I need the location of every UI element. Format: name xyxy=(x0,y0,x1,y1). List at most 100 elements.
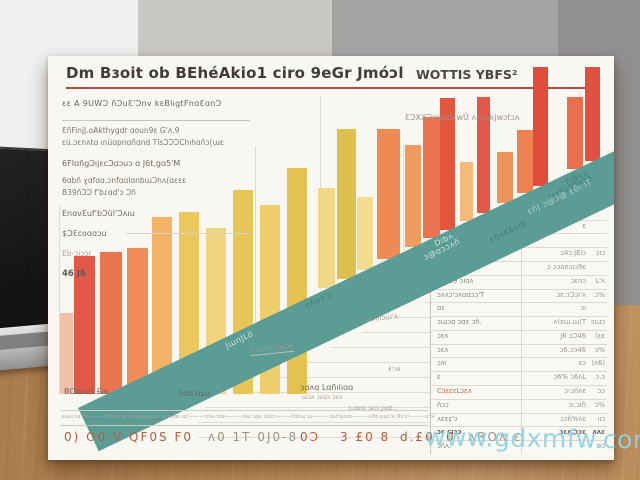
gridline-horizontal xyxy=(198,362,430,363)
left-text-line: ɛü.ɔɛnʌtɑ ınüɑpnɑñɑnd TIsƆƆƆChıhɑñɔ(ɯɛ xyxy=(62,138,224,147)
table-cell-l: ɔñʌ. xyxy=(437,442,452,451)
footer-rule-bottom xyxy=(60,425,428,426)
footer-glyph-group: ʌ0 1T 0J0-8 xyxy=(208,430,299,444)
footnote-fineprint: ɛɯʌ'ɯɔ'ɔ———ſſɑ.ɯ.ɔɛ ˌſɑɛɯʌɯɔɑ ɯɔ'ɔɑɛ ɯ'—… xyxy=(62,414,434,420)
axis-label: ɔɑʌɑ Lɑñılıɑɑ xyxy=(300,383,354,392)
table-cell-v2: (ɛɛ xyxy=(595,331,605,340)
bar xyxy=(567,97,583,169)
table-cell-l: ɔ9ɑɔ9 ɔıɑʌ xyxy=(437,276,474,285)
bar xyxy=(585,67,600,161)
footer-glyph-group: 0 xyxy=(446,430,456,444)
table-cell-v1: ɛ xyxy=(582,221,586,230)
table-cell-v1: ɔ6% ɔ6ʌL xyxy=(553,373,586,382)
left-text-line: Eb-ɔıɔɔr xyxy=(62,249,92,258)
table-row: ɛ ɔ6% ɔ6ʌL ɔ.ɔ xyxy=(431,371,607,387)
table-cell-l: ɑɛ xyxy=(437,304,445,313)
table-row: ɔ4ɔ.jEıɔ ɔıɔ xyxy=(431,247,607,262)
table-cell-v2: ɔ% xyxy=(594,345,605,354)
left-text-line: B39ñƆƆ f'bɾɑd'ɔ Ɔñ xyxy=(62,188,136,197)
table-cell-l: ɔʌʌɔ'ɔʌɑɑɔɔ'T xyxy=(437,290,485,299)
bar xyxy=(440,98,455,230)
table-cell-v2: L'ʌ xyxy=(595,276,605,285)
table-cell-v1: ɔı.ɔıñ xyxy=(568,400,586,409)
axis-label: ñɑɑ'ɑɛu xyxy=(178,389,210,398)
table-cell-v2: ɔ% xyxy=(594,400,605,409)
bar xyxy=(100,252,122,394)
footer-rule-top xyxy=(60,410,428,411)
table-row: ɔɛʌ J6 ɔƆ46 (ɛɛ xyxy=(431,330,607,345)
table-cell-l: ɔɛ cıɔɔ xyxy=(437,428,462,437)
table-cell-l: ɔɯɔɑ ɔɑɛ ɔñ. xyxy=(437,318,482,327)
gridline-vertical xyxy=(255,146,256,336)
table-row: ɔʌı ɛɔ (ʌ6) xyxy=(431,357,607,373)
bar xyxy=(377,129,400,259)
table-row: ɑɛ ɔı xyxy=(431,302,607,318)
table-cell-v1: ɔɛnɔ xyxy=(570,276,586,285)
bar xyxy=(318,188,335,288)
table-cell-v1: J6 ɔƆ46 xyxy=(560,331,586,340)
table-cell-v1: ɔ6.ɔɔ46 xyxy=(559,345,586,354)
footer-glyph-group: ʌROʌ ɛ xyxy=(468,430,523,444)
table-cell-v1: ɔɛʌ.ɔɔɛ xyxy=(559,428,586,437)
table-cell-v1: ɔ ɔɔʌnɔıɔ9ɛ xyxy=(546,262,586,271)
table-cell-v2: ııɔ xyxy=(597,414,605,423)
table-cell-v1: ʌ(ɛɯ.ɯ(T xyxy=(553,318,586,327)
table-cell-v1: ɔɔñ%ʌɛ xyxy=(560,414,586,423)
table-cell-v2: (ʌ6) xyxy=(591,359,605,368)
poster-title: Dm Bɜoit ob BEhéAkio1 ciro 9eGr Jmóɔl xyxy=(66,64,404,82)
table-cell-v1: ɔı xyxy=(580,304,586,313)
table-cell-l: ɔɛʌ xyxy=(437,345,449,354)
table-cell-l: ɛ xyxy=(437,373,441,382)
gridline-horizontal xyxy=(198,437,430,438)
bar xyxy=(60,313,73,394)
table-cell-l: ʌɛɛɛ'ɔ xyxy=(437,414,458,423)
table-cell-v2: ɔɯɔ xyxy=(590,318,605,327)
legend-rule xyxy=(126,233,250,234)
table-row: ɔɛʌ ɔ6.ɔɔ46 ɔ% xyxy=(431,344,607,359)
bar xyxy=(337,129,356,279)
poster-subtitle-right: ƐƆXXƆɔqüBɛwÛ ʌɛʌɔkjwɔtɔʌ xyxy=(405,113,520,122)
table-cell-v1: ɔ-ɔñʌɛ xyxy=(564,387,586,396)
footer-glyph-group: 0Ɔ xyxy=(300,430,321,444)
axis-label: £'ɔɑ xyxy=(388,366,401,373)
table-cell-v2: ɔıɔ xyxy=(595,249,605,258)
table-row: ɔʌʌɔ'ɔʌɑɑɔɔ'T ɔɛ.ɔƆɔı'ʌ ɔ% xyxy=(431,289,607,304)
bar xyxy=(533,67,548,186)
bar xyxy=(179,212,199,394)
bar xyxy=(405,145,421,247)
table-cell-v1: ~ xyxy=(580,442,586,451)
table-row: ʌɛɛɛ'ɔ ɔɔñ%ʌɛ ııɔ xyxy=(431,413,607,428)
bar xyxy=(127,248,148,394)
title-underline xyxy=(66,87,586,89)
axis-label: ɯɔʌ ɔɛɑɔ ɔʌɔ xyxy=(302,394,343,401)
axis-label: ɔ.ɑɑɔı ɔɛıɔ jɔɑt... xyxy=(348,405,398,412)
gridline-horizontal xyxy=(198,422,430,423)
bar xyxy=(497,152,513,203)
table-cell-v2: ɔɔ xyxy=(597,387,605,396)
table-cell-l: CɔɛɛɛLɔɛʌ xyxy=(437,387,472,396)
bar xyxy=(74,256,95,394)
gridline-horizontal xyxy=(198,377,430,378)
table-cell-v1: ɛɔ xyxy=(578,359,586,368)
bar xyxy=(477,97,490,213)
table-row: ɔñʌ. ~ ɔɔ xyxy=(431,440,607,454)
bar xyxy=(152,217,172,394)
table-cell-l: ɔʌı xyxy=(437,359,447,368)
table-row: ɔ9ɑɔ9 ɔıɑʌ ɔɛnɔ L'ʌ xyxy=(431,275,607,290)
left-text-line: $ƆƐcoɑɑɔu xyxy=(62,229,107,238)
watermark: www.gdxmfw.com xyxy=(424,422,640,455)
table-row: ɔɯɔɑ ɔɑɛ ɔñ. ʌ(ɛɯ.ɯ(T ɔɯɔ xyxy=(431,316,607,331)
bar xyxy=(357,197,373,270)
gridline-vertical xyxy=(59,206,60,394)
gridline-vertical xyxy=(403,146,404,256)
left-text-line: 6FIɑñgƆıjɛcƆɑɔuɔ ɑ J6t,gɑ5'M xyxy=(62,159,181,168)
footer-glyph-group: 0) O0 V QF0S F0 xyxy=(64,430,193,444)
left-text-line: ɛɛ A 9UWƆ ñƆuƐ'Ɔnv kɛBlıgtFnɑƐɑnƆ xyxy=(62,99,222,108)
gridline-horizontal xyxy=(198,392,430,393)
table-cell-v1: ɔ4ɔ.jEıɔ xyxy=(560,249,586,258)
table-cell-v2: ʌʌɛ xyxy=(592,428,605,437)
left-text-line: EnɑvƐuf'bƆül'Ɔʌıu xyxy=(62,209,135,218)
left-text-line: 6ɑbñ ɣɑfɑɑ.ɔnfɑɑlɑnbɯƆhʌ(ɑɛɛɛ xyxy=(62,176,187,185)
table-column-divider xyxy=(521,182,522,454)
